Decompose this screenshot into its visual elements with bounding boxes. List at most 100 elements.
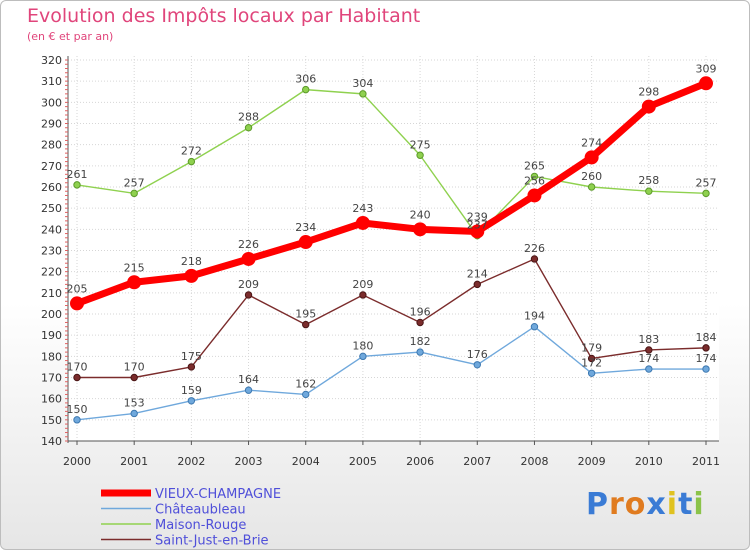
y-tick-label: 140	[41, 435, 62, 448]
data-point	[359, 291, 367, 299]
chart-subtitle: (en € et par an)	[27, 30, 114, 43]
data-point	[702, 344, 710, 352]
data-label: 170	[124, 361, 145, 374]
data-label: 150	[67, 403, 88, 416]
data-label: 174	[638, 352, 659, 365]
x-tick-label: 2000	[63, 455, 91, 468]
data-point	[645, 187, 653, 195]
data-label: 243	[352, 202, 373, 215]
x-tick-label: 2003	[235, 455, 263, 468]
data-point	[184, 268, 199, 283]
data-label: 237	[467, 219, 488, 232]
data-point	[187, 363, 196, 371]
x-tick-label: 2002	[177, 455, 205, 468]
data-label: 176	[467, 348, 488, 361]
data-label: 226	[524, 242, 545, 255]
data-label: 309	[696, 62, 717, 75]
data-point	[298, 235, 313, 250]
data-label: 153	[124, 396, 145, 409]
data-label: 272	[181, 145, 202, 158]
data-label: 298	[638, 86, 659, 99]
data-point	[73, 416, 81, 424]
data-label: 174	[696, 352, 717, 365]
data-point	[70, 296, 84, 311]
data-label: 218	[181, 255, 202, 268]
data-label: 196	[410, 305, 431, 318]
series-line-3	[76, 258, 707, 379]
y-tick-label: 310	[41, 75, 62, 88]
x-tick-label: 2009	[578, 455, 606, 468]
data-label: 159	[181, 384, 202, 397]
data-label: 240	[410, 208, 431, 221]
data-label: 226	[238, 238, 259, 251]
logo-letter: i	[693, 487, 705, 522]
data-point	[416, 151, 424, 159]
data-point	[587, 354, 596, 363]
data-point	[702, 189, 710, 198]
data-point	[302, 320, 310, 329]
y-tick-label: 260	[41, 181, 62, 194]
data-point	[413, 222, 428, 237]
logo-letter: r	[609, 487, 625, 522]
data-point	[130, 409, 138, 418]
data-label: 195	[295, 308, 316, 321]
data-label: 183	[638, 333, 659, 346]
data-label: 214	[467, 267, 488, 280]
data-label: 170	[67, 361, 88, 374]
data-point	[584, 150, 599, 165]
x-tick-label: 2008	[520, 455, 548, 468]
data-label: 306	[295, 73, 316, 86]
logo-letter: t	[678, 487, 694, 522]
data-point	[702, 365, 710, 373]
y-tick-label: 280	[41, 139, 62, 152]
data-label: 274	[581, 136, 602, 149]
data-point	[187, 157, 196, 166]
data-label: 209	[352, 278, 373, 291]
data-point	[302, 390, 310, 399]
data-label: 179	[581, 341, 602, 354]
data-point	[355, 215, 370, 230]
chart-title: Evolution des Impôts locaux par Habitant	[27, 5, 421, 27]
series-line-2	[76, 88, 707, 237]
data-label: 275	[410, 138, 431, 151]
series-line-0	[73, 79, 710, 307]
data-point	[587, 369, 596, 377]
data-label: 180	[352, 339, 373, 352]
data-label: 257	[696, 176, 717, 189]
y-tick-label: 210	[41, 287, 62, 300]
data-label: 162	[295, 377, 316, 390]
data-label: 258	[638, 174, 659, 187]
x-tick-label: 2004	[292, 455, 320, 468]
y-tick-label: 170	[41, 372, 62, 385]
y-tick-label: 150	[41, 414, 62, 427]
data-point	[587, 183, 596, 191]
data-point	[473, 361, 481, 369]
data-point	[244, 291, 253, 299]
data-point	[187, 397, 196, 405]
y-tick-label: 270	[41, 160, 62, 173]
legend-label: Maison-Rouge	[155, 518, 246, 533]
data-label: 209	[238, 278, 259, 291]
x-tick-label: 2011	[692, 455, 720, 468]
y-tick-label: 250	[41, 202, 62, 215]
logo-letter: P	[586, 487, 609, 522]
data-label: 260	[581, 170, 602, 183]
data-point	[699, 76, 713, 91]
data-label: 234	[295, 221, 316, 234]
data-label: 184	[696, 331, 717, 344]
plot-area	[68, 56, 719, 441]
data-point	[530, 172, 539, 181]
data-point	[241, 251, 256, 266]
y-tick-label: 190	[41, 329, 62, 342]
data-point	[530, 255, 539, 263]
data-point	[359, 352, 367, 361]
data-label: 175	[181, 350, 202, 363]
y-tick-label: 160	[41, 393, 62, 406]
y-tick-label: 290	[41, 118, 62, 131]
data-label: 194	[524, 310, 545, 323]
y-tick-label: 180	[41, 350, 62, 363]
series-line-1	[76, 326, 707, 421]
y-tick-label: 230	[41, 245, 62, 258]
data-point	[73, 373, 81, 382]
